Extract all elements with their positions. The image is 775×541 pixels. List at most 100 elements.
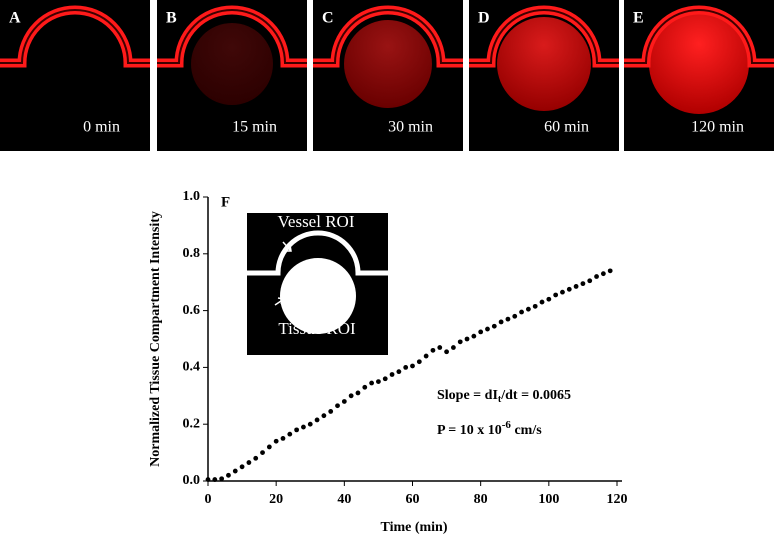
data-point	[491, 323, 497, 329]
data-point	[410, 363, 415, 369]
tissue-signal	[191, 23, 273, 105]
annotation: Slope = dIt/dt = 0.0065	[437, 388, 571, 405]
y-tick-label: 0.4	[183, 360, 201, 375]
data-point	[335, 403, 340, 409]
image-panels: A 0 min B 15 min C 30 min D 60 min E 120 min	[0, 0, 774, 151]
x-tick-label: 20	[269, 492, 283, 507]
x-tick-label: 80	[474, 492, 488, 507]
inset-label: Tissue ROI	[278, 319, 356, 338]
data-point	[566, 286, 572, 292]
data-point	[253, 455, 259, 461]
data-point	[280, 436, 286, 441]
data-point	[607, 268, 613, 274]
data-point	[560, 289, 565, 295]
panel-label: C	[322, 10, 334, 27]
data-point	[457, 339, 463, 345]
data-point	[519, 309, 524, 315]
data-point	[525, 306, 531, 312]
data-point	[464, 336, 470, 342]
data-point	[444, 349, 449, 355]
data-point	[348, 393, 354, 399]
data-point	[485, 326, 490, 332]
data-point	[498, 319, 504, 325]
y-axis-label: Normalized Tissue Compartment Intensity	[148, 211, 163, 467]
chart: Vessel ROI Tissue ROI F Slope = dIt/dt =…	[148, 189, 627, 535]
data-point	[573, 284, 579, 289]
panel-label: D	[478, 10, 490, 27]
data-point	[212, 477, 218, 482]
annotation-part: Slope = dI	[437, 388, 498, 403]
x-tick-label: 120	[607, 492, 628, 507]
data-point	[301, 424, 306, 430]
data-point	[376, 379, 381, 384]
data-point	[580, 281, 586, 287]
annotation-part: /dt = 0.0065	[500, 388, 571, 403]
data-point	[314, 417, 320, 423]
data-point	[328, 409, 334, 414]
data-point	[594, 274, 599, 279]
inset-tissue	[280, 258, 356, 334]
data-point	[403, 365, 409, 370]
x-tick-label: 40	[337, 492, 351, 507]
vessel-lumen	[0, 9, 150, 64]
arrow	[274, 297, 286, 306]
data-point	[600, 271, 606, 277]
image-panel: C 30 min	[313, 0, 463, 151]
x-tick-label: 100	[538, 492, 559, 507]
inset-vessel	[247, 230, 388, 276]
image-panel: B 15 min	[157, 0, 307, 151]
vessel-lumen	[157, 9, 307, 64]
x-tick-label: 60	[406, 492, 420, 507]
time-label: 30 min	[388, 119, 433, 136]
tissue-signal	[497, 17, 591, 111]
y-tick-label: 0.6	[183, 303, 201, 318]
panel-label: B	[166, 10, 177, 27]
data-point	[416, 359, 422, 365]
data-point	[260, 450, 265, 455]
data-point	[423, 353, 429, 359]
panel-label: E	[633, 10, 644, 27]
data-point	[430, 347, 436, 353]
panel-background	[0, 0, 150, 151]
data-point	[396, 369, 402, 375]
data-point	[539, 299, 545, 305]
data-point	[471, 333, 477, 339]
image-panel: D 60 min	[469, 0, 619, 151]
annotation-part: -6	[502, 419, 512, 431]
data-point	[239, 464, 245, 470]
data-point	[307, 421, 313, 427]
data-point	[512, 313, 518, 319]
tissue-signal	[649, 14, 749, 114]
data-point	[587, 278, 593, 284]
image-panel: E 120 min	[624, 0, 774, 151]
data-point	[355, 390, 361, 396]
tissue-signal	[344, 20, 432, 108]
data-point	[532, 303, 538, 309]
data-point	[341, 399, 347, 404]
y-tick-label: 0.0	[183, 473, 201, 488]
annotation-part: P = 10 x 10	[437, 423, 502, 438]
vessel-lumen	[469, 9, 619, 64]
data-point	[478, 329, 484, 335]
data-point	[362, 384, 368, 390]
annotation-part: t	[498, 394, 502, 405]
data-point	[546, 296, 552, 302]
panel-label: F	[221, 194, 230, 210]
x-tick-label: 0	[205, 492, 212, 507]
y-tick-label: 0.8	[183, 246, 201, 261]
data-point	[273, 438, 279, 444]
data-point	[369, 380, 374, 386]
data-point	[246, 460, 252, 465]
vessel-lumen	[624, 9, 774, 64]
data-point	[294, 427, 300, 433]
annotation: P = 10 x 10-6 cm/s	[437, 419, 542, 439]
data-point	[382, 376, 388, 382]
image-panel: A 0 min	[0, 0, 150, 151]
inset-label: Vessel ROI	[278, 212, 355, 231]
data-point	[389, 372, 395, 377]
data-point	[437, 345, 443, 350]
time-label: 15 min	[232, 119, 277, 136]
data-point	[219, 476, 225, 482]
data-point	[266, 444, 272, 450]
time-label: 0 min	[83, 119, 120, 136]
